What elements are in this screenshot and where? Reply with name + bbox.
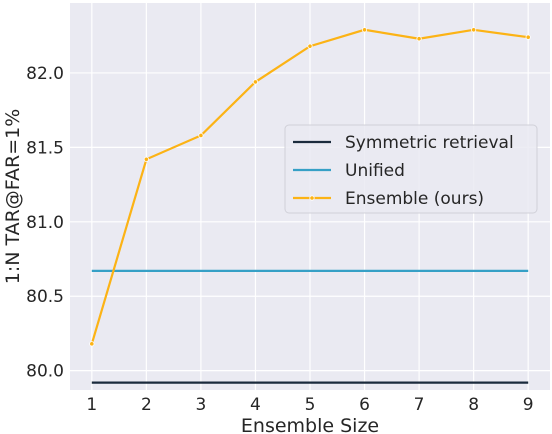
data-point	[307, 43, 313, 49]
x-tick-label: 1	[86, 395, 97, 415]
x-tick-label: 6	[359, 395, 370, 415]
x-tick-label: 8	[468, 395, 479, 415]
x-tick-label: 7	[414, 395, 425, 415]
legend-entry: Unified	[345, 161, 405, 181]
y-tick-label: 80.5	[26, 287, 64, 307]
grid	[70, 3, 550, 390]
data-point	[89, 341, 95, 347]
data-point	[416, 36, 422, 42]
legend-marker	[309, 195, 315, 201]
y-tick-label: 80.0	[26, 362, 64, 382]
y-tick-label: 82.0	[26, 64, 64, 84]
x-axis-label: Ensemble Size	[241, 415, 379, 434]
tick-labels: 1 2 3 4 5 6 7 8 9 80.0 80.5 81.0 81.5 82.0	[26, 64, 533, 415]
data-point	[471, 27, 477, 33]
x-tick-label: 4	[250, 395, 261, 415]
legend-box	[284, 124, 538, 214]
series-lines	[89, 27, 531, 384]
data-point	[198, 132, 204, 139]
data-point	[361, 27, 368, 33]
x-tick-label: 3	[195, 395, 206, 415]
y-tick-label: 81.0	[26, 213, 64, 233]
data-point	[252, 79, 259, 85]
x-tick-label: 5	[305, 395, 316, 415]
data-point	[525, 34, 531, 40]
legend: Symmetric retrieval Unified Ensemble (ours…	[284, 124, 538, 214]
legend-entry: Ensemble (ours)	[345, 189, 484, 209]
x-tick-label: 2	[141, 395, 152, 415]
y-axis-label: 1:N TAR@FAR=1%	[2, 109, 24, 285]
legend-entry: Symmetric retrieval	[345, 133, 514, 153]
data-point	[143, 156, 149, 162]
x-tick-label: 9	[523, 395, 534, 415]
y-tick-label: 81.5	[26, 138, 64, 158]
